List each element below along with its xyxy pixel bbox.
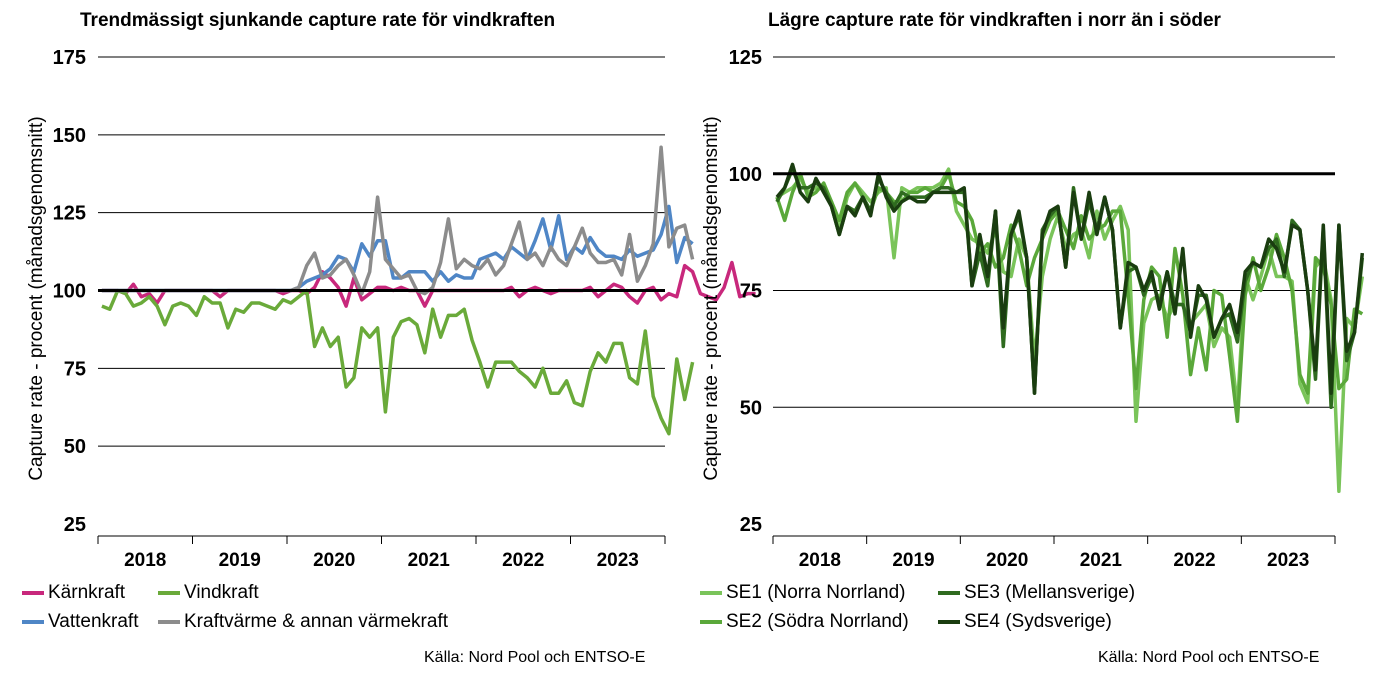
series-line-se4-sydsverige — [775, 162, 1365, 395]
x-tick-label-2022: 2022 — [502, 550, 544, 571]
legend-swatch-karnkraft — [22, 591, 44, 595]
legend-label-se3: SE3 (Mellansverige) — [964, 582, 1136, 603]
y-tick-label: 100 — [729, 164, 762, 186]
legend-item-se4: SE4 (Sydsverige) — [938, 611, 1112, 633]
y-tick-label: 125 — [729, 47, 762, 69]
x-tick-label-2019: 2019 — [892, 550, 934, 571]
legend-label-se1: SE1 (Norra Norrland) — [726, 582, 906, 603]
y-tick-label: 50 — [64, 436, 86, 458]
legend-swatch-se1 — [700, 591, 722, 595]
y-tick-label: 175 — [53, 47, 86, 69]
y-tick-label: 75 — [64, 358, 86, 380]
y-tick-label: 75 — [740, 281, 762, 303]
series-line-vattenkraft — [101, 204, 694, 293]
y-tick-label: 100 — [53, 281, 86, 303]
legend-label-vindkraft: Vindkraft — [184, 582, 259, 603]
left-source-note: Källa: Nord Pool och ENTSO-E — [424, 649, 646, 666]
right-chart-title: Lägre capture rate för vindkraften i nor… — [768, 10, 1221, 31]
x-tick-label-2021: 2021 — [408, 550, 451, 571]
x-tick-label-2018: 2018 — [124, 550, 166, 571]
right-source-note: Källa: Nord Pool och ENTSO-E — [1098, 649, 1320, 666]
y-tick-label: 25 — [64, 514, 86, 536]
legend-swatch-kraftvarme — [158, 620, 180, 624]
x-tick-label-2018: 2018 — [799, 550, 841, 571]
left-chart-title: Trendmässigt sjunkande capture rate för … — [80, 10, 556, 31]
legend-item-kraftvarme: Kraftvärme & annan värmekraft — [158, 611, 448, 633]
y-tick-label: 125 — [53, 203, 86, 225]
x-tick-label-2019: 2019 — [219, 550, 261, 571]
legend-label-se2: SE2 (Södra Norrland) — [726, 611, 909, 632]
series-line-vindkraft — [101, 288, 695, 436]
legend-item-vindkraft: Vindkraft — [158, 582, 259, 604]
chart-2: 25 50 75 100 125 2018 2019 2020 2021 2022 2023 Capt… — [701, 47, 1365, 571]
x-tick-label-2021: 2021 — [1080, 550, 1123, 571]
legend-item-vattenkraft: Vattenkraft — [22, 611, 138, 633]
legend-item-se2: SE2 (Södra Norrland) — [700, 611, 909, 633]
legend-swatch-vattenkraft — [22, 620, 44, 624]
x-tick-label-2023: 2023 — [597, 550, 639, 571]
y-axis-label: Capture rate - procent (månadsgenomsnitt… — [26, 116, 47, 480]
legend-label-karnkraft: Kärnkraft — [48, 582, 126, 603]
legend-swatch-se3 — [938, 591, 960, 595]
x-tick-label-2020: 2020 — [313, 550, 355, 571]
chart-1: 25 50 75 100 125 150 175 2018 2019 2020 2021 2022 20… — [26, 47, 756, 571]
x-tick-label-2020: 2020 — [986, 550, 1028, 571]
legend-swatch-se2 — [700, 620, 722, 624]
legend-item-karnkraft: Kärnkraft — [22, 582, 125, 604]
series-line-kraftvarme-annan-varmekraft — [101, 145, 695, 296]
y-tick-label: 150 — [53, 125, 86, 147]
x-tick-label-2023: 2023 — [1267, 550, 1309, 571]
legend-label-se4: SE4 (Sydsverige) — [964, 611, 1112, 632]
y-axis-label: Capture rate - procent (månadsgenomsnitt… — [701, 116, 722, 480]
legend-swatch-vindkraft — [158, 591, 180, 595]
legend-label-vattenkraft: Vattenkraft — [48, 611, 139, 632]
legend-label-kraftvarme: Kraftvärme & annan värmekraft — [184, 611, 448, 632]
series-line-karnkraft — [101, 260, 756, 308]
y-tick-label: 50 — [740, 397, 762, 419]
y-tick-label: 25 — [740, 514, 762, 536]
legend-swatch-se4 — [938, 620, 960, 624]
legend-item-se3: SE3 (Mellansverige) — [938, 582, 1135, 604]
legend-item-se1: SE1 (Norra Norrland) — [700, 582, 906, 604]
x-tick-label-2022: 2022 — [1173, 550, 1215, 571]
